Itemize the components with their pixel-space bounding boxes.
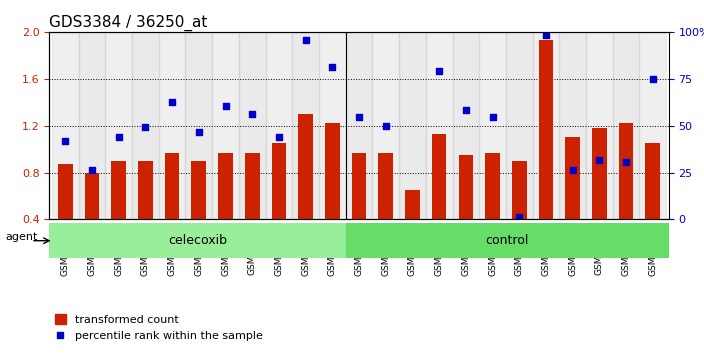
Bar (185, 32, 212, 219)
Bar (559, 32, 586, 219)
Bar (58, 164, 73, 219)
Point (166, 99, 177, 105)
Point (140, 124, 151, 130)
Point (193, 129, 204, 135)
Point (541, 33, 552, 38)
Bar (52, 32, 79, 219)
Bar (619, 123, 634, 219)
Point (487, 115, 498, 120)
Bar (379, 153, 393, 219)
Bar (159, 32, 185, 219)
Point (353, 115, 365, 120)
Point (246, 111, 258, 117)
Text: GDS3384 / 36250_at: GDS3384 / 36250_at (49, 14, 208, 30)
Bar (612, 32, 639, 219)
Bar (265, 32, 292, 219)
Bar (405, 190, 420, 219)
Point (327, 64, 338, 70)
Bar (565, 137, 580, 219)
Bar (138, 161, 153, 219)
Point (273, 135, 284, 140)
Bar (298, 114, 313, 219)
Bar (539, 40, 553, 219)
Bar (432, 134, 446, 219)
Bar (399, 32, 426, 219)
Point (514, 214, 525, 220)
Bar (506, 32, 533, 219)
Point (460, 108, 472, 113)
Bar (453, 32, 479, 219)
Bar (84, 172, 99, 219)
Bar (212, 32, 239, 219)
Bar (239, 32, 265, 219)
Point (87, 167, 98, 173)
Point (60, 138, 71, 144)
Bar (106, 32, 132, 219)
Point (220, 103, 231, 109)
Bar (586, 32, 612, 219)
Bar (592, 128, 607, 219)
Bar (111, 161, 126, 219)
Bar (132, 32, 159, 219)
Bar (165, 153, 180, 219)
Point (567, 167, 578, 173)
Point (113, 135, 125, 140)
Legend: transformed count, percentile rank within the sample: transformed count, percentile rank withi… (55, 314, 263, 341)
Point (620, 159, 631, 165)
Text: control: control (486, 234, 529, 247)
Bar (458, 155, 473, 219)
Bar (646, 143, 660, 219)
Bar (485, 153, 500, 219)
Bar (533, 32, 559, 219)
Bar (512, 161, 527, 219)
Bar (272, 143, 287, 219)
Point (380, 123, 391, 129)
Bar (346, 32, 372, 219)
Bar (292, 32, 319, 219)
Bar (49, 223, 346, 258)
Bar (639, 32, 666, 219)
Point (407, 234, 418, 240)
Point (647, 76, 658, 81)
Text: agent: agent (6, 232, 38, 242)
Point (300, 37, 311, 43)
Bar (352, 153, 366, 219)
Bar (325, 123, 340, 219)
Bar (319, 32, 346, 219)
Point (593, 157, 605, 162)
Bar (245, 153, 260, 219)
Bar (346, 223, 669, 258)
Bar (426, 32, 453, 219)
Point (434, 68, 445, 73)
Bar (191, 161, 206, 219)
Bar (218, 153, 233, 219)
Bar (479, 32, 506, 219)
Bar (79, 32, 106, 219)
Text: celecoxib: celecoxib (168, 234, 227, 247)
Bar (372, 32, 399, 219)
